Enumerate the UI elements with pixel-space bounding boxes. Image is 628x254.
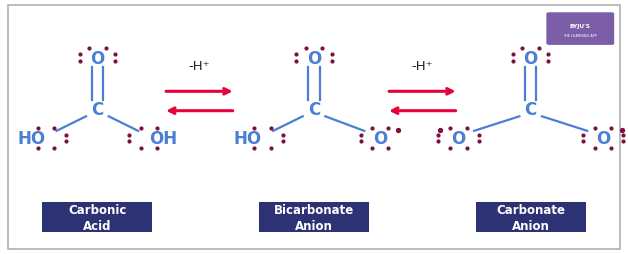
Text: -H⁺: -H⁺ bbox=[188, 60, 210, 73]
Text: THE LEARNING APP: THE LEARNING APP bbox=[563, 34, 597, 38]
Text: O: O bbox=[524, 50, 538, 67]
Text: O: O bbox=[596, 130, 610, 147]
FancyBboxPatch shape bbox=[259, 203, 369, 232]
Text: O: O bbox=[90, 50, 104, 67]
Text: O: O bbox=[373, 130, 387, 147]
Text: C: C bbox=[308, 100, 320, 118]
FancyBboxPatch shape bbox=[42, 203, 152, 232]
Text: HO: HO bbox=[234, 130, 262, 147]
Text: O: O bbox=[307, 50, 321, 67]
Text: HO: HO bbox=[18, 130, 45, 147]
Text: Carbonic
Acid: Carbonic Acid bbox=[68, 203, 126, 232]
Text: BYJU'S: BYJU'S bbox=[570, 23, 591, 28]
Text: -H⁺: -H⁺ bbox=[411, 60, 433, 73]
FancyBboxPatch shape bbox=[475, 203, 585, 232]
FancyBboxPatch shape bbox=[8, 6, 620, 249]
Text: Carbonate
Anion: Carbonate Anion bbox=[496, 203, 565, 232]
Text: OH: OH bbox=[149, 130, 177, 147]
Text: Bicarbonate
Anion: Bicarbonate Anion bbox=[274, 203, 354, 232]
Text: C: C bbox=[524, 100, 537, 118]
Text: C: C bbox=[91, 100, 104, 118]
Text: O: O bbox=[452, 130, 465, 147]
FancyBboxPatch shape bbox=[546, 13, 614, 46]
